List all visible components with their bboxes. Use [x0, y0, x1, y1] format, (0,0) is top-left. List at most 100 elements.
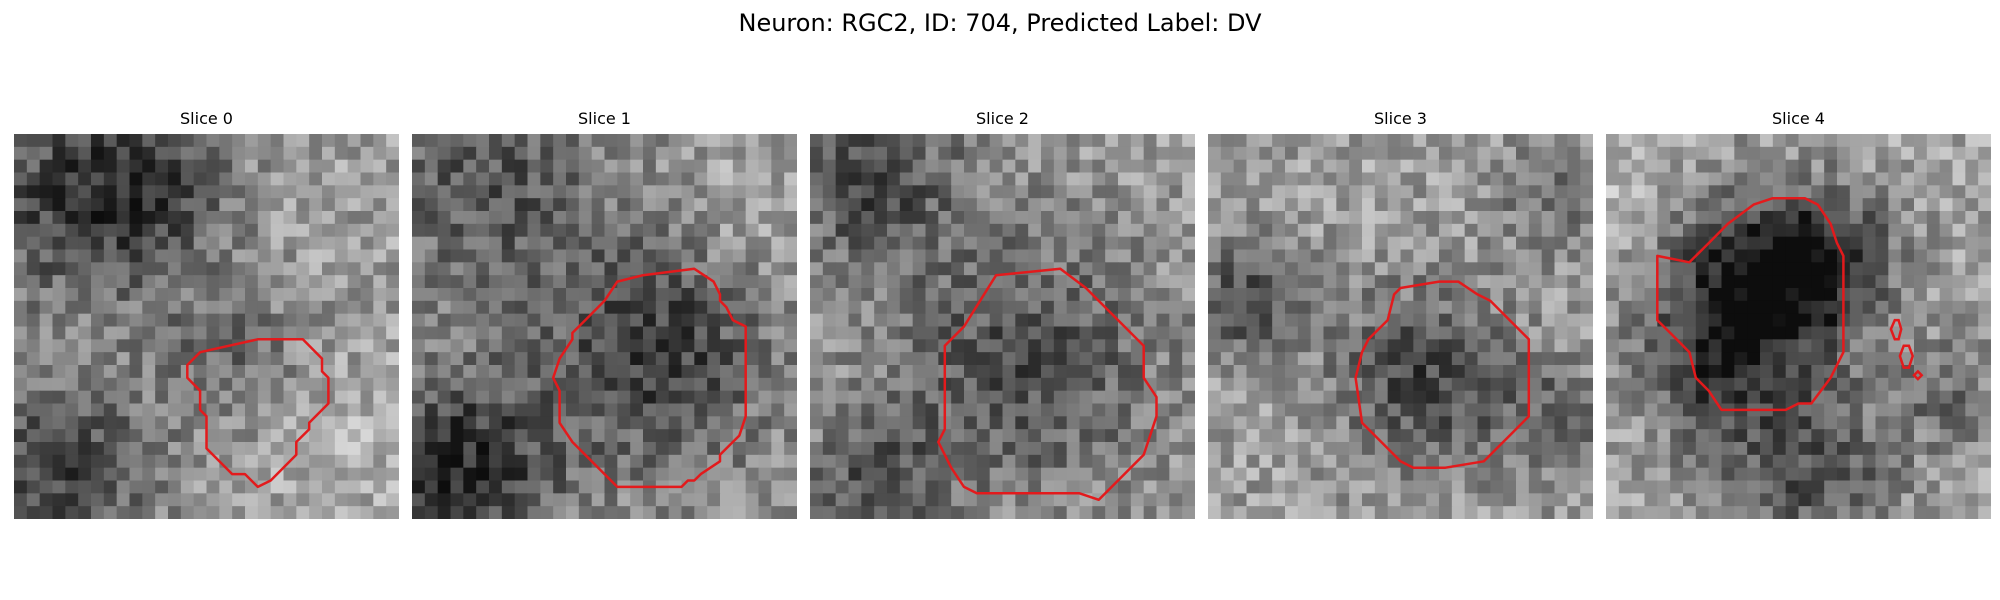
- image-pixel: [553, 377, 567, 392]
- image-pixel: [1092, 365, 1106, 379]
- image-pixel: [643, 365, 657, 379]
- image-pixel: [1798, 275, 1812, 289]
- image-pixel: [1528, 275, 1543, 289]
- image-pixel: [1939, 377, 1954, 392]
- image-pixel: [1901, 249, 1915, 263]
- image-pixel: [245, 365, 259, 379]
- image-pixel: [1657, 429, 1671, 443]
- image-pixel: [1143, 403, 1158, 417]
- image-pixel: [1926, 275, 1941, 289]
- image-pixel: [283, 506, 297, 519]
- image-pixel: [1041, 352, 1055, 366]
- image-pixel: [720, 211, 734, 225]
- image-pixel: [1580, 377, 1593, 392]
- image-pixel: [1824, 313, 1838, 328]
- image-pixel: [1862, 352, 1877, 366]
- image-pixel: [1092, 262, 1106, 276]
- image-pixel: [1323, 275, 1337, 289]
- image-pixel: [412, 442, 426, 456]
- image-pixel: [1862, 313, 1877, 328]
- image-pixel: [1567, 198, 1581, 212]
- image-pixel: [1631, 300, 1646, 315]
- image-pixel: [1965, 185, 1979, 199]
- image-pixel: [527, 339, 541, 353]
- image-pixel: [412, 480, 426, 494]
- image-pixel: [1580, 454, 1593, 469]
- image-pixel: [540, 493, 554, 507]
- image-pixel: [1811, 236, 1825, 251]
- image-pixel: [1824, 480, 1838, 494]
- image-pixel: [1439, 506, 1453, 519]
- image-pixel: [707, 185, 721, 199]
- image-pixel: [848, 429, 862, 443]
- image-pixel: [334, 429, 349, 443]
- image-pixel: [514, 403, 529, 417]
- image-pixel: [1631, 223, 1646, 238]
- image-pixel: [334, 211, 349, 225]
- image-pixel: [437, 454, 452, 469]
- image-pixel: [1618, 467, 1633, 482]
- image-pixel: [1285, 480, 1299, 494]
- image-pixel: [874, 146, 888, 161]
- image-pixel: [1541, 493, 1556, 507]
- image-pixel: [1657, 467, 1671, 482]
- image-pixel: [1387, 416, 1402, 430]
- image-pixel: [874, 365, 888, 379]
- image-pixel: [771, 416, 785, 430]
- image-pixel: [1490, 146, 1504, 161]
- image-pixel: [1349, 236, 1363, 251]
- image-pixel: [501, 467, 516, 482]
- image-pixel: [1503, 275, 1517, 289]
- image-pixel: [26, 326, 41, 340]
- image-pixel: [578, 236, 593, 251]
- image-pixel: [450, 454, 464, 469]
- image-pixel: [1683, 288, 1697, 302]
- image-pixel: [1721, 429, 1735, 443]
- image-pixel: [373, 236, 387, 251]
- image-pixel: [463, 454, 477, 469]
- image-pixel: [1272, 185, 1286, 199]
- image-pixel: [1118, 506, 1132, 519]
- image-pixel: [784, 506, 797, 519]
- image-pixel: [1246, 300, 1260, 315]
- image-pixel: [925, 454, 939, 469]
- image-pixel: [168, 377, 182, 392]
- image-pixel: [1336, 275, 1350, 289]
- image-pixel: [1066, 365, 1081, 379]
- image-pixel: [591, 403, 606, 417]
- image-pixel: [283, 429, 297, 443]
- image-pixel: [912, 313, 927, 328]
- image-pixel: [1002, 236, 1016, 251]
- image-pixel: [232, 172, 246, 186]
- image-pixel: [1567, 249, 1581, 263]
- image-pixel: [1130, 352, 1145, 366]
- image-pixel: [617, 313, 631, 328]
- image-pixel: [1285, 352, 1299, 366]
- image-pixel: [296, 249, 310, 263]
- image-pixel: [1888, 134, 1902, 148]
- image-pixel: [1708, 198, 1723, 212]
- image-pixel: [296, 223, 310, 238]
- image-pixel: [1002, 134, 1016, 148]
- image-pixel: [1118, 159, 1132, 174]
- image-pixel: [1426, 134, 1440, 148]
- image-pixel: [1772, 159, 1787, 174]
- image-pixel: [26, 313, 41, 328]
- image-pixel: [360, 326, 374, 340]
- image-pixel: [514, 480, 529, 494]
- image-pixel: [1426, 493, 1440, 507]
- image-pixel: [1426, 313, 1440, 328]
- image-pixel: [1233, 185, 1248, 199]
- image-pixel: [91, 300, 105, 315]
- image-pixel: [861, 134, 875, 148]
- image-pixel: [1798, 223, 1812, 238]
- image-pixel: [463, 377, 477, 392]
- image-pixel: [1130, 365, 1145, 379]
- image-pixel: [155, 313, 169, 328]
- image-pixel: [591, 223, 606, 238]
- image-pixel: [1182, 198, 1195, 212]
- image-pixel: [1798, 390, 1812, 405]
- image-pixel: [1901, 313, 1915, 328]
- image-pixel: [334, 339, 349, 353]
- image-pixel: [78, 249, 92, 263]
